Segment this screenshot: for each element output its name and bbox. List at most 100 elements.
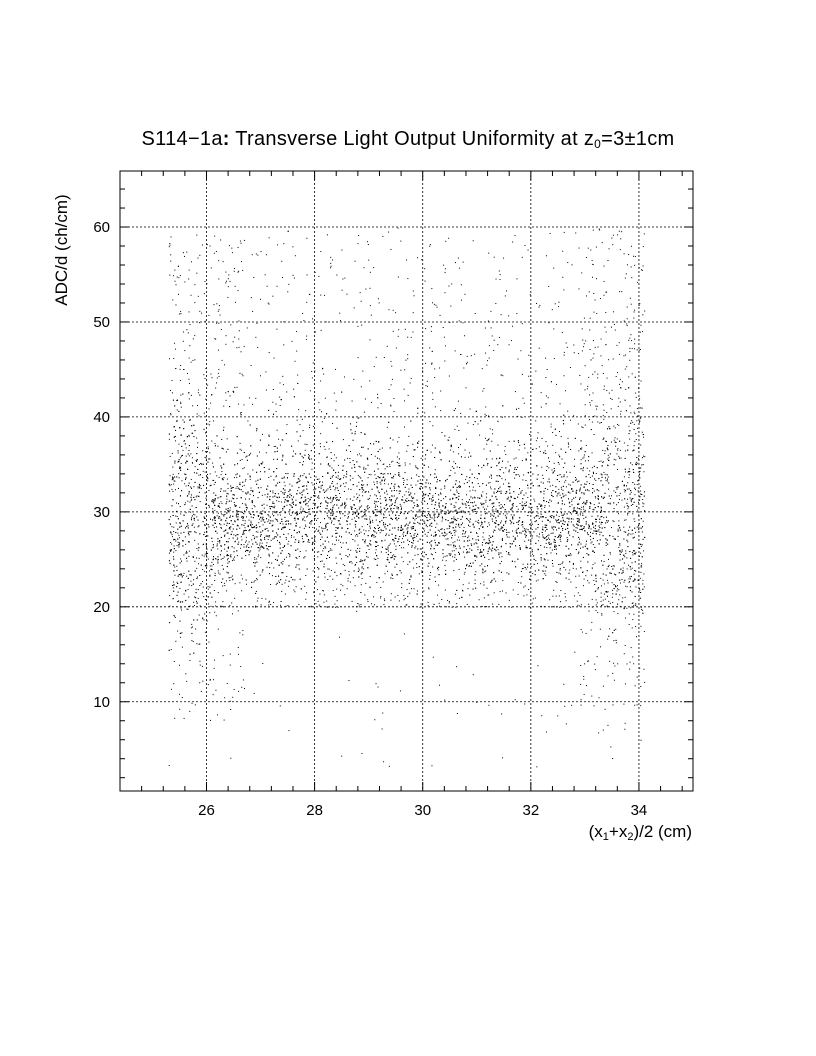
data-point xyxy=(442,518,444,520)
data-point xyxy=(216,515,218,517)
data-point xyxy=(322,550,324,552)
data-point xyxy=(214,522,216,524)
data-point xyxy=(311,468,313,470)
data-point xyxy=(294,512,296,514)
data-point xyxy=(640,518,642,520)
data-point xyxy=(387,550,389,552)
data-point xyxy=(634,579,636,581)
data-point xyxy=(641,556,643,558)
data-point xyxy=(531,449,533,451)
data-point xyxy=(196,567,198,569)
data-point xyxy=(552,472,554,474)
data-point xyxy=(430,534,432,536)
data-point xyxy=(277,493,279,495)
data-point xyxy=(568,521,570,523)
data-point xyxy=(568,517,570,519)
data-point xyxy=(358,529,360,531)
data-point xyxy=(578,480,580,482)
data-point xyxy=(250,546,252,548)
data-point xyxy=(485,542,487,544)
data-point xyxy=(368,497,370,499)
data-point xyxy=(547,488,549,490)
data-point xyxy=(232,528,234,530)
data-point xyxy=(435,534,437,536)
data-point xyxy=(280,562,282,564)
data-point xyxy=(226,541,228,543)
data-point xyxy=(347,457,349,459)
data-point xyxy=(246,516,248,518)
data-point xyxy=(585,543,587,545)
data-point xyxy=(450,489,452,491)
data-point xyxy=(316,528,318,530)
data-point xyxy=(374,509,376,511)
data-point xyxy=(612,520,614,522)
data-point xyxy=(529,433,531,435)
data-point xyxy=(268,515,270,517)
data-point xyxy=(413,522,415,524)
data-point xyxy=(509,486,511,488)
data-point xyxy=(302,430,304,432)
data-point xyxy=(313,558,315,560)
data-point xyxy=(503,530,505,532)
data-point xyxy=(444,345,446,347)
data-point xyxy=(326,489,328,491)
data-point xyxy=(427,511,429,513)
data-point xyxy=(507,485,509,487)
data-point xyxy=(219,507,221,509)
data-point xyxy=(632,580,634,582)
data-point xyxy=(544,559,546,561)
data-point xyxy=(231,487,233,489)
data-point xyxy=(508,469,510,471)
data-point xyxy=(553,517,555,519)
data-point xyxy=(559,494,561,496)
data-point xyxy=(181,480,183,482)
data-point xyxy=(335,472,337,474)
data-point xyxy=(593,509,595,511)
data-point xyxy=(202,477,204,479)
data-point xyxy=(440,509,442,511)
data-point xyxy=(200,564,202,566)
data-point xyxy=(227,547,229,549)
data-point xyxy=(485,542,487,544)
data-point xyxy=(594,507,596,509)
data-point xyxy=(454,556,456,558)
data-point xyxy=(436,523,438,525)
data-point xyxy=(613,640,615,642)
data-point xyxy=(260,463,262,465)
data-point xyxy=(525,504,527,506)
data-point xyxy=(577,544,579,546)
data-point xyxy=(488,542,490,544)
data-point xyxy=(253,538,255,540)
data-point xyxy=(177,575,179,577)
data-point xyxy=(367,505,369,507)
data-point xyxy=(295,512,297,514)
data-point xyxy=(482,541,484,543)
data-point xyxy=(323,548,325,550)
data-point xyxy=(477,482,479,484)
data-point xyxy=(591,541,593,543)
data-point xyxy=(548,505,550,507)
data-point xyxy=(290,545,292,547)
data-point xyxy=(285,463,287,465)
data-point xyxy=(391,477,393,479)
data-point xyxy=(506,498,508,500)
data-point xyxy=(484,521,486,523)
data-point xyxy=(220,536,222,538)
data-point xyxy=(189,653,191,655)
data-point xyxy=(599,527,601,529)
data-point xyxy=(531,566,533,568)
data-point xyxy=(297,440,299,442)
data-point xyxy=(317,496,319,498)
data-point xyxy=(512,589,514,591)
data-point xyxy=(450,544,452,546)
data-point xyxy=(558,515,560,517)
data-point xyxy=(251,500,253,502)
data-point xyxy=(456,425,458,427)
data-point xyxy=(202,581,204,583)
data-point xyxy=(502,526,504,528)
data-point xyxy=(193,519,195,521)
data-point xyxy=(563,513,565,515)
data-point xyxy=(498,554,500,556)
data-point xyxy=(380,460,382,462)
data-point xyxy=(609,572,611,574)
